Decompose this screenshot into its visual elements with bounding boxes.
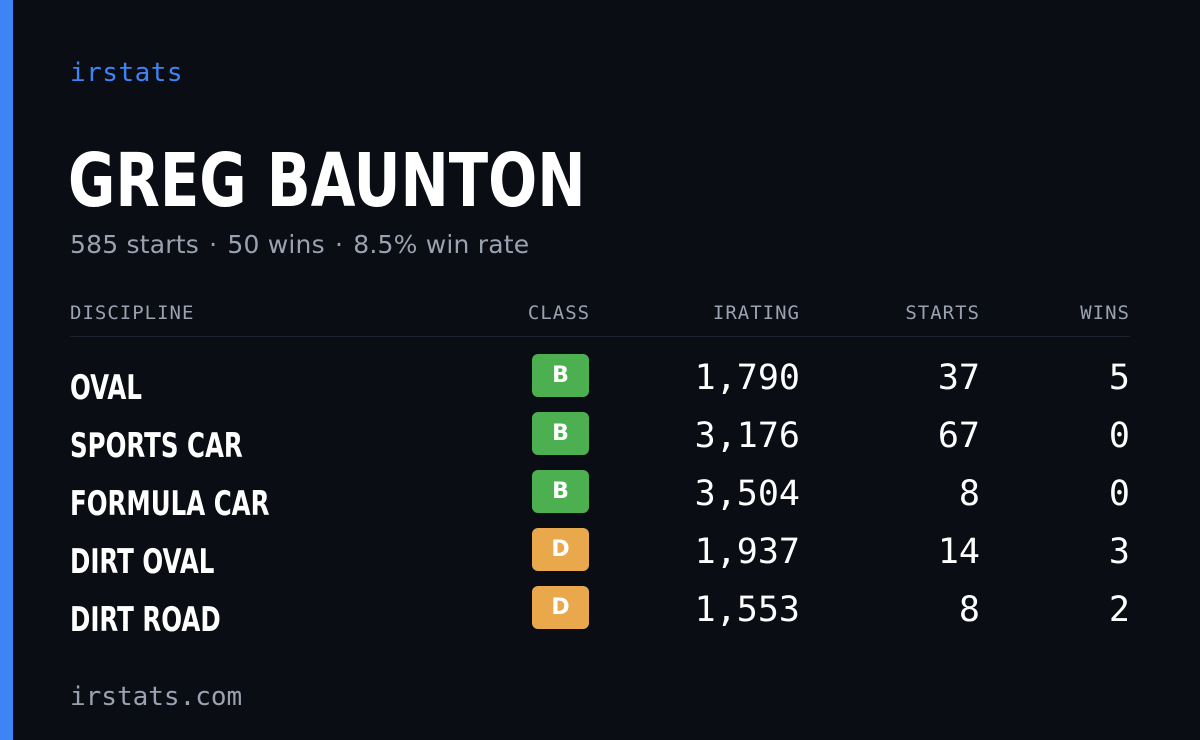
header-starts: STARTS [905, 302, 980, 324]
starts-value: 14 [937, 532, 980, 572]
wins-value: 5 [1108, 358, 1130, 398]
discipline-name: FORMULA CAR [70, 484, 270, 524]
wins-value: 0 [1108, 474, 1130, 514]
stats-table: DISCIPLINE CLASS IRATING STARTS WINS OVA… [70, 296, 1130, 640]
wins-value: 2 [1108, 590, 1130, 630]
header-irating: IRATING [712, 302, 800, 324]
starts-value: 67 [937, 416, 980, 456]
discipline-name: DIRT ROAD [70, 600, 221, 640]
header-discipline: DISCIPLINE [70, 302, 195, 324]
separator-dot: · [209, 230, 218, 259]
discipline-name: OVAL [70, 368, 142, 408]
discipline-name: DIRT OVAL [70, 542, 215, 582]
table-header: DISCIPLINE CLASS IRATING STARTS WINS [70, 296, 1130, 337]
table-row: DIRT OVAL D 1,937 14 3 [70, 528, 1130, 586]
irating-value: 3,504 [694, 474, 800, 514]
wins-value: 3 [1108, 532, 1130, 572]
separator-dot: · [334, 230, 344, 259]
table-row: DIRT ROAD D 1,553 8 2 [70, 586, 1130, 644]
total-starts: 585 starts [70, 230, 199, 259]
irating-value: 3,176 [694, 416, 800, 456]
table-row: FORMULA CAR B 3,504 8 0 [70, 470, 1130, 528]
starts-value: 37 [937, 358, 980, 398]
irating-value: 1,553 [694, 590, 800, 630]
brand-logo-text: irstats [70, 58, 184, 88]
player-name: GREG BAUNTON [68, 138, 586, 224]
table-row: SPORTS CAR B 3,176 67 0 [70, 412, 1130, 470]
total-wins: 50 wins [227, 230, 325, 259]
starts-value: 8 [958, 474, 980, 514]
wins-value: 0 [1108, 416, 1130, 456]
header-class: CLASS [527, 302, 591, 324]
class-badge: D [532, 586, 589, 629]
irating-value: 1,790 [694, 358, 800, 398]
accent-bar [0, 0, 13, 740]
player-summary: 585 starts · 50 wins · 8.5% win rate [70, 228, 529, 262]
footer-domain: irstats.com [70, 682, 243, 712]
discipline-name: SPORTS CAR [70, 426, 243, 466]
class-badge: B [532, 412, 589, 455]
class-badge: D [532, 528, 589, 571]
table-row: OVAL B 1,790 37 5 [70, 354, 1130, 412]
irating-value: 1,937 [694, 532, 800, 572]
win-rate: 8.5% win rate [353, 230, 530, 259]
class-badge: B [532, 470, 589, 513]
starts-value: 8 [958, 590, 980, 630]
header-wins: WINS [1080, 302, 1130, 324]
class-badge: B [532, 354, 589, 397]
